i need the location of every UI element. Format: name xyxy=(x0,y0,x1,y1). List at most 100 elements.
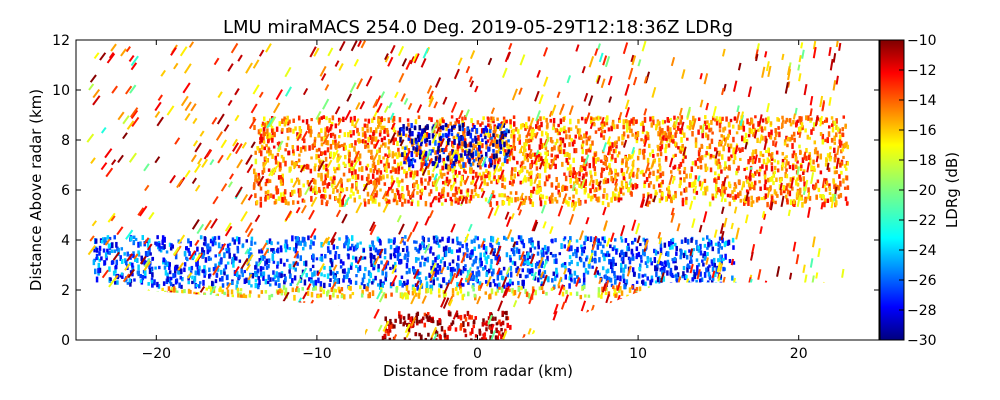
ldr-cell xyxy=(442,119,445,124)
ldr-cell xyxy=(488,139,494,147)
ldr-cell xyxy=(261,121,265,126)
ldr-cell xyxy=(408,267,411,274)
ldr-cell xyxy=(551,198,554,204)
ldr-cell xyxy=(154,101,162,112)
ldr-cell xyxy=(321,181,325,186)
ldr-cell xyxy=(143,258,151,268)
ldr-cell xyxy=(470,338,473,340)
ldr-cell xyxy=(661,119,665,125)
ldr-cell xyxy=(414,292,418,297)
ldr-cell xyxy=(617,151,621,155)
ldr-cell xyxy=(194,253,202,263)
ldr-cell xyxy=(259,128,263,132)
ldr-cell xyxy=(630,154,634,159)
ldr-cell xyxy=(815,155,819,163)
ldr-cell xyxy=(594,157,598,164)
ldr-cell xyxy=(666,187,669,191)
ldr-cell xyxy=(678,147,682,153)
ldr-cell xyxy=(531,152,535,157)
ldr-cell xyxy=(610,194,615,202)
ldr-cell xyxy=(334,251,338,255)
ldr-cell xyxy=(677,146,680,150)
ldr-cell xyxy=(688,249,691,253)
ldr-cell xyxy=(520,165,524,170)
ldr-cell xyxy=(442,161,446,166)
ldr-cell xyxy=(304,184,312,196)
ldr-cell xyxy=(773,137,777,141)
ldr-cell xyxy=(619,275,622,282)
ldr-cell xyxy=(162,281,166,286)
ldr-cell xyxy=(626,134,630,139)
ldr-cell xyxy=(317,121,321,125)
ldr-cell xyxy=(256,178,259,184)
ldr-cell xyxy=(465,65,471,74)
ldr-cell xyxy=(310,277,313,281)
ldr-cell xyxy=(601,236,604,241)
ldr-cell xyxy=(367,180,371,185)
ldr-cell xyxy=(710,259,714,264)
ldr-cell xyxy=(795,120,799,126)
ldr-cell xyxy=(829,157,832,162)
ldr-cell xyxy=(507,139,510,143)
ldr-cell xyxy=(419,194,423,200)
ldr-cell xyxy=(469,167,472,174)
ldr-cell xyxy=(442,290,446,294)
ldr-cell xyxy=(718,129,722,133)
ldr-cell xyxy=(802,264,806,273)
ldr-cell xyxy=(764,51,768,58)
ldr-cell xyxy=(620,257,624,262)
ldr-cell xyxy=(384,330,388,334)
ldr-cell xyxy=(537,245,540,250)
ldr-cell xyxy=(751,152,754,158)
ldr-cell xyxy=(718,116,722,123)
ldr-cell xyxy=(548,110,553,118)
ldr-cell xyxy=(753,129,758,139)
ldr-cell xyxy=(518,145,524,154)
ldr-cell xyxy=(584,199,587,204)
ldr-cell xyxy=(564,129,567,134)
ldr-cell xyxy=(610,175,613,182)
ldr-cell xyxy=(717,158,720,162)
ldr-cell xyxy=(805,147,808,153)
ldr-cell xyxy=(691,277,695,282)
ldr-cell xyxy=(791,143,794,149)
ldr-cell xyxy=(401,185,404,192)
ldr-cell xyxy=(576,261,579,267)
ldr-cell xyxy=(529,117,535,127)
ldr-cell xyxy=(689,254,693,260)
ldr-cell xyxy=(704,132,708,138)
ldr-cell xyxy=(257,283,260,290)
ldr-cell xyxy=(450,223,456,233)
ldr-cell xyxy=(563,172,566,176)
ldr-cell xyxy=(233,253,236,258)
ldr-cell xyxy=(284,290,287,295)
ldr-cell xyxy=(320,136,323,142)
ldr-cell xyxy=(334,106,341,115)
ldr-cell xyxy=(526,274,529,278)
ldr-cell xyxy=(411,131,414,137)
ldr-cell xyxy=(503,177,507,182)
ldr-cell xyxy=(755,197,759,203)
ldr-cell xyxy=(571,199,575,205)
ldr-cell xyxy=(717,258,721,263)
ldr-cell xyxy=(177,239,181,244)
ldr-cell xyxy=(811,236,816,248)
ldr-cell xyxy=(692,248,696,252)
ldr-cell xyxy=(584,235,587,242)
ldr-cell xyxy=(569,180,572,184)
ldr-cell xyxy=(413,240,416,244)
ldr-cell xyxy=(789,136,792,142)
ldr-cell xyxy=(431,196,436,204)
ldr-cell xyxy=(685,196,688,201)
ldr-cell xyxy=(690,166,694,172)
ldr-cell xyxy=(625,166,630,174)
ldr-cell xyxy=(769,185,772,191)
ldr-cell xyxy=(774,200,777,205)
ldr-cell xyxy=(311,287,315,291)
ldr-cell xyxy=(400,192,404,199)
ldr-cell xyxy=(474,316,478,320)
ldr-cell xyxy=(671,134,674,140)
ldr-cell xyxy=(471,151,475,158)
ldr-cell xyxy=(767,177,770,183)
ldr-cell xyxy=(160,246,163,250)
